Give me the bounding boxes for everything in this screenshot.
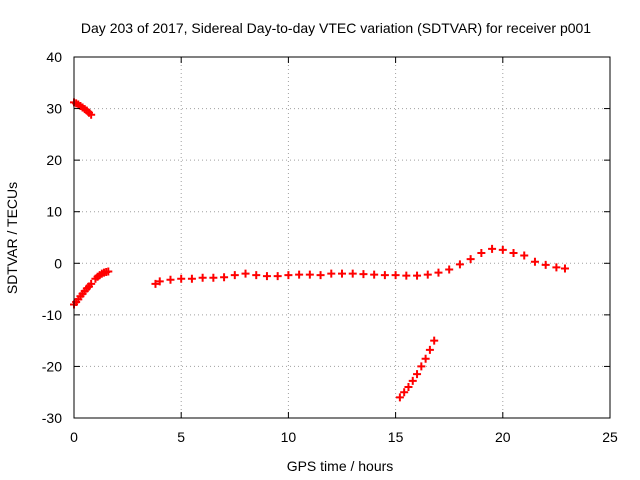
y-tick-label: 10 — [46, 204, 62, 220]
data-point — [370, 270, 379, 279]
data-point — [509, 248, 518, 257]
data-points — [70, 98, 569, 402]
data-point — [530, 257, 539, 266]
data-point — [187, 274, 196, 283]
data-point — [230, 271, 239, 280]
data-point — [541, 260, 550, 269]
data-point — [425, 345, 434, 354]
data-point — [241, 269, 250, 278]
data-point — [252, 271, 261, 280]
data-point — [166, 275, 175, 284]
data-point — [359, 270, 368, 279]
x-tick-label: 20 — [495, 429, 511, 445]
data-point — [466, 255, 475, 264]
axis-ticks: 0 5 10 15 20 25 -30 -20 -10 0 10 20 30 40 — [42, 49, 618, 445]
data-point — [413, 271, 422, 280]
data-point — [560, 264, 569, 273]
data-point — [408, 376, 417, 385]
y-tick-label: -30 — [42, 410, 62, 426]
data-point — [423, 270, 432, 279]
y-tick-label: -10 — [42, 307, 62, 323]
x-tick-label: 15 — [388, 429, 404, 445]
data-point — [445, 265, 454, 274]
data-point — [348, 269, 357, 278]
y-tick-label: -20 — [42, 358, 62, 374]
data-point — [552, 263, 561, 272]
y-tick-label: 0 — [54, 255, 62, 271]
data-point — [284, 271, 293, 280]
data-point — [413, 370, 422, 379]
data-point — [380, 271, 389, 280]
data-point — [477, 248, 486, 257]
data-point — [498, 245, 507, 254]
data-point — [87, 279, 96, 288]
x-tick-label: 5 — [177, 429, 185, 445]
data-point — [395, 393, 404, 402]
y-tick-label: 30 — [46, 101, 62, 117]
data-point — [404, 383, 413, 392]
series-segment-main — [151, 244, 569, 288]
data-point — [455, 260, 464, 269]
y-tick-label: 20 — [46, 152, 62, 168]
plot-frame — [73, 56, 611, 419]
data-point — [421, 354, 430, 363]
data-point — [402, 271, 411, 280]
x-tick-label: 0 — [70, 429, 78, 445]
chart-title: Day 203 of 2017, Sidereal Day-to-day VTE… — [81, 20, 591, 36]
data-point — [198, 273, 207, 282]
series-segment-dip — [395, 336, 439, 402]
data-point — [262, 272, 271, 281]
data-point — [316, 271, 325, 280]
data-point — [104, 267, 113, 276]
grid-lines — [74, 57, 610, 418]
x-axis-label: GPS time / hours — [287, 458, 394, 474]
y-axis-label: SDTVAR / TECUs — [4, 182, 20, 294]
data-point — [177, 274, 186, 283]
data-point — [155, 277, 164, 286]
data-point — [327, 269, 336, 278]
data-point — [417, 362, 426, 371]
data-point — [400, 388, 409, 397]
data-point — [434, 268, 443, 277]
data-point — [520, 251, 529, 260]
data-point — [488, 244, 497, 253]
y-tick-label: 40 — [46, 49, 62, 65]
data-point — [338, 269, 346, 278]
x-tick-label: 25 — [602, 429, 618, 445]
data-point — [305, 270, 314, 279]
x-tick-label: 10 — [281, 429, 297, 445]
data-point — [273, 272, 282, 281]
data-point — [391, 271, 400, 280]
data-point — [430, 336, 439, 345]
data-point — [220, 273, 229, 282]
data-point — [151, 279, 160, 288]
data-point — [295, 270, 304, 279]
data-point — [87, 110, 96, 119]
data-point — [209, 273, 218, 282]
series-segment-early-high — [70, 98, 96, 119]
